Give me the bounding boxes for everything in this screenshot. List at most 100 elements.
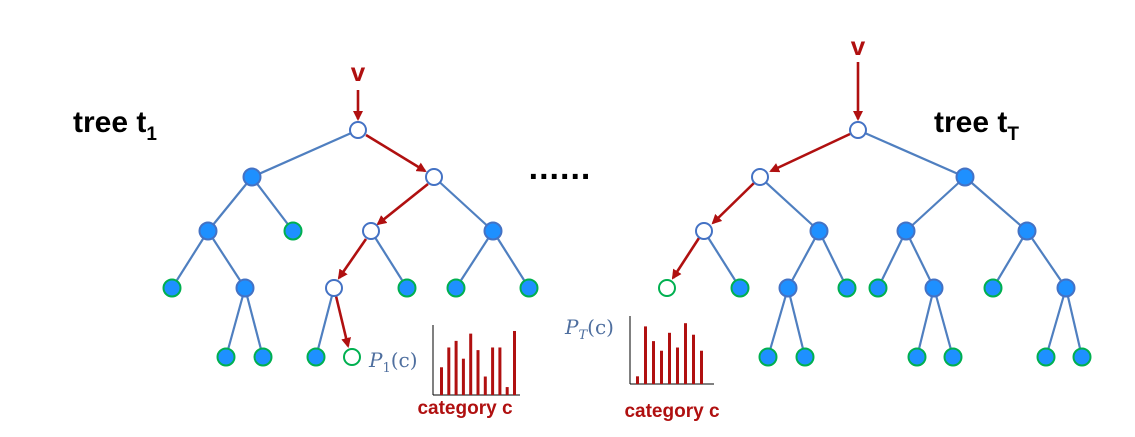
inner-node-visited xyxy=(362,222,380,240)
histogram-T-bar xyxy=(676,347,679,384)
edge xyxy=(207,176,253,232)
histogram-1-bar xyxy=(498,347,502,395)
edge xyxy=(171,230,209,289)
inner-node xyxy=(242,167,262,187)
leaf-node xyxy=(306,347,326,367)
histogram-T-bar xyxy=(684,323,687,384)
leaf-node xyxy=(943,347,963,367)
histogram-T-bar xyxy=(692,334,695,384)
histogram-1-bar xyxy=(483,376,487,395)
histogram-1-bar xyxy=(447,347,451,395)
inner-node xyxy=(1017,221,1037,241)
histogram-T-bar xyxy=(660,350,663,384)
histogram-1-bar xyxy=(513,330,516,395)
inner-node-visited xyxy=(695,222,713,240)
inner-node xyxy=(924,278,944,298)
edge xyxy=(905,176,966,232)
root-node-visited xyxy=(349,121,367,139)
histogram-1-bar xyxy=(476,350,480,395)
edge xyxy=(314,287,336,358)
edge xyxy=(915,287,936,358)
path-edge xyxy=(769,132,851,173)
tree-1-label-prefix: tree t xyxy=(73,106,146,139)
leaf-node xyxy=(907,347,927,367)
inner-node xyxy=(1056,278,1076,298)
histogram-T-bar xyxy=(668,332,671,384)
leaf-node xyxy=(253,347,273,367)
tree-T-label-prefix: tree t xyxy=(934,106,1007,139)
tree-1-edges xyxy=(171,128,530,358)
edge xyxy=(818,230,848,289)
distribution-1-label: P1(c) xyxy=(368,348,418,376)
ellipsis-dots: ...... xyxy=(529,149,592,187)
inner-node-visited xyxy=(325,279,343,297)
leaf-node xyxy=(983,278,1003,298)
edge xyxy=(703,230,741,289)
edge xyxy=(455,230,494,289)
tree-T-label-sub: T xyxy=(1007,124,1019,145)
inner-node xyxy=(896,221,916,241)
histogram-1 xyxy=(432,325,520,396)
inner-node-visited xyxy=(425,168,443,186)
edge xyxy=(251,128,359,179)
edge xyxy=(207,230,246,289)
inner-node-visited xyxy=(751,168,769,186)
edge xyxy=(766,287,790,358)
category-label-T: category c xyxy=(624,401,719,422)
histogram-1-bars xyxy=(440,330,516,395)
histogram-1-bar xyxy=(505,387,509,395)
leaf-node-reached xyxy=(343,348,361,366)
distribution-T-suffix: (c) xyxy=(587,315,614,339)
edge xyxy=(1044,287,1068,358)
edge xyxy=(492,230,530,289)
leaf-node xyxy=(519,278,539,298)
edge xyxy=(433,176,494,232)
edge xyxy=(786,287,807,358)
path-edge xyxy=(365,133,427,173)
leaf-node xyxy=(1072,347,1092,367)
edge xyxy=(370,230,408,289)
tree-1-nodes xyxy=(162,121,539,367)
leaf-node xyxy=(216,347,236,367)
distribution-1-prefix: P xyxy=(368,348,383,372)
tree-T-edges xyxy=(703,128,1084,358)
histogram-1-bar xyxy=(461,358,465,395)
leaf-node xyxy=(730,278,750,298)
inner-node xyxy=(955,167,975,187)
histogram-T-bar xyxy=(700,350,703,384)
inner-node xyxy=(198,221,218,241)
edge xyxy=(787,230,820,289)
edge xyxy=(251,176,294,232)
histogram-T-bars xyxy=(636,323,703,384)
tree-T-label: tree tT xyxy=(934,106,1019,145)
leaf-node xyxy=(397,278,417,298)
root-node-visited xyxy=(849,121,867,139)
distribution-T-prefix: P xyxy=(564,315,579,339)
leaf-node xyxy=(446,278,466,298)
histogram-T-bar xyxy=(644,326,647,384)
leaf-node xyxy=(1036,347,1056,367)
input-label-tree-1: v xyxy=(351,57,366,87)
edge xyxy=(932,287,955,358)
path-edge xyxy=(334,295,351,348)
path-edge xyxy=(671,237,701,280)
leaf-node xyxy=(837,278,857,298)
histogram-T-bar xyxy=(636,376,639,384)
edge xyxy=(857,128,966,179)
distribution-T-sub: T xyxy=(578,328,588,343)
path-edge xyxy=(376,182,429,226)
tree-1-label-sub: 1 xyxy=(146,124,157,145)
leaf-node xyxy=(795,347,815,367)
tree-1-label: tree t1 xyxy=(73,106,157,145)
leaf-node xyxy=(162,278,182,298)
tree-T-nodes xyxy=(658,121,1092,367)
leaf-node-reached xyxy=(658,279,676,297)
path-edge xyxy=(711,182,755,225)
distribution-1-suffix: (c) xyxy=(391,348,418,372)
histogram-T-bar xyxy=(652,341,655,384)
edge xyxy=(224,287,247,358)
histogram-1-bar xyxy=(491,347,495,395)
edge xyxy=(1026,230,1067,289)
edge xyxy=(877,230,907,289)
